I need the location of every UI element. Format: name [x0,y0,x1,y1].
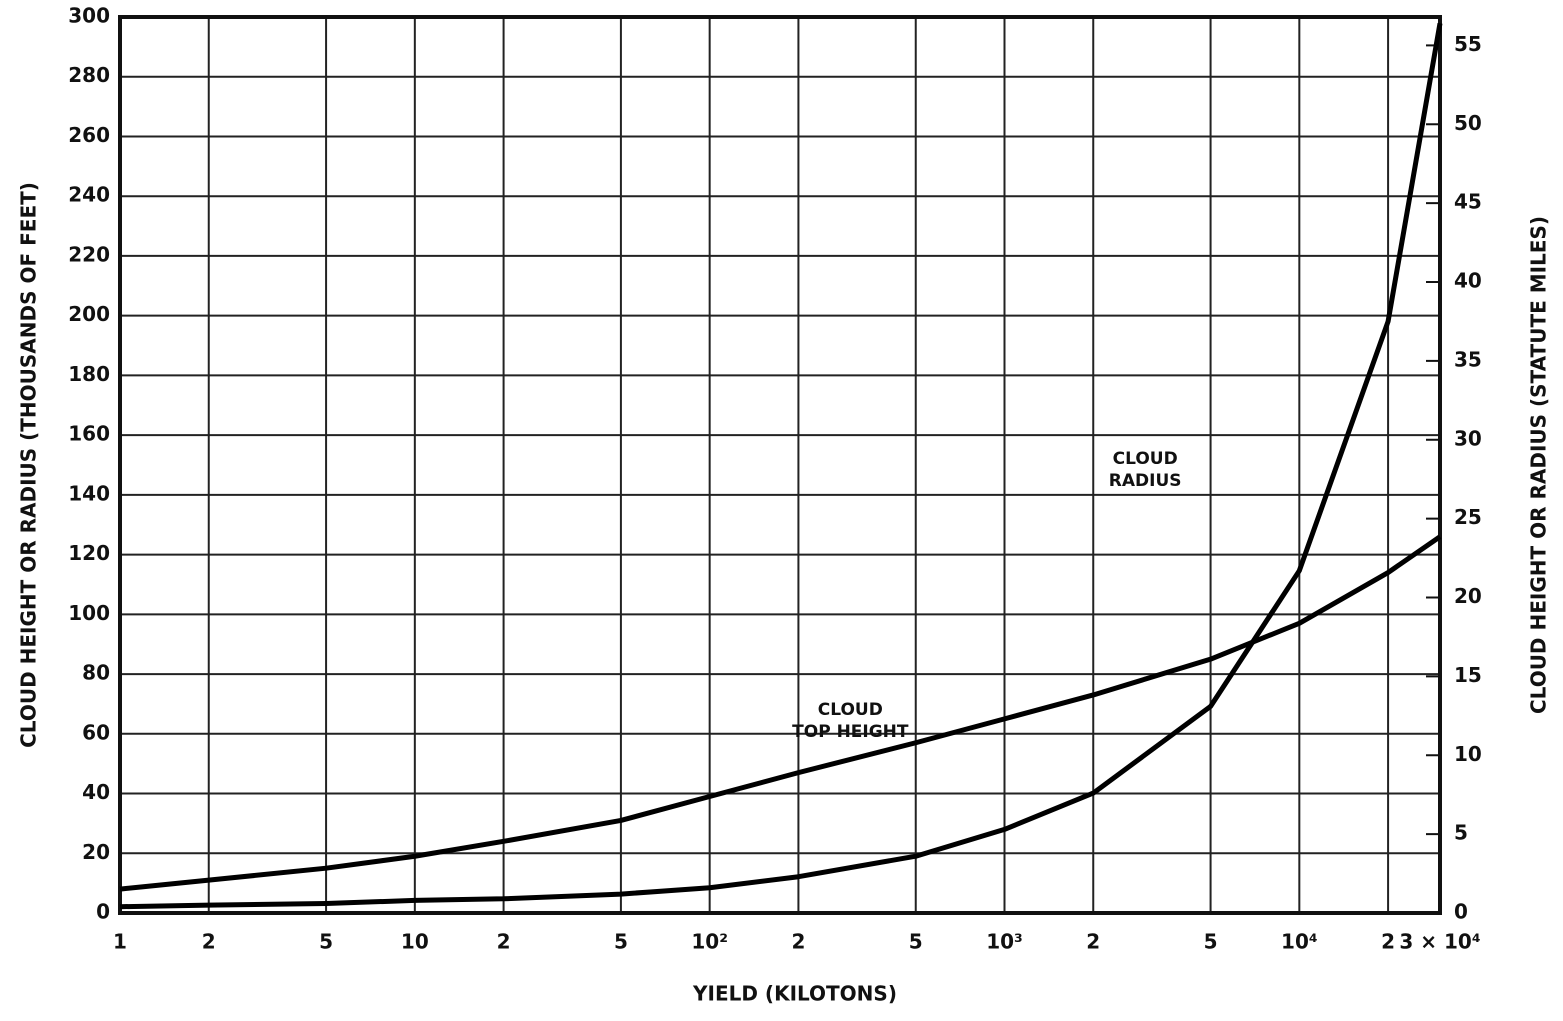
annotation: CLOUD [1113,449,1178,469]
x-tick-label: 10² [691,930,728,954]
y2-tick-label: 55 [1454,32,1482,56]
y-tick-label: 280 [68,63,110,87]
x-tick-label: 3 × 10⁴ [1399,930,1480,954]
y2-tick-label: 30 [1454,426,1482,450]
y2-tick-label: 20 [1454,584,1482,608]
series-line [119,22,1443,910]
y2-tick-label: 25 [1454,505,1482,529]
y-tick-label: 80 [82,661,110,685]
y-tick-label: 160 [68,422,110,446]
y2-tick-label: 0 [1454,900,1468,924]
x-tick-label: 5 [614,930,628,954]
y-tick-label: 120 [68,541,110,565]
y2-tick-label: 50 [1454,111,1482,135]
y2-tick-label: 10 [1454,742,1482,766]
y-tick-label: 60 [82,720,110,744]
y2-tick-label: 45 [1454,190,1482,214]
x-axis-title: YIELD (KILOTONS) [692,982,897,1006]
y-tick-label: 180 [68,362,110,386]
x-tick-label: 2 [202,930,216,954]
y-tick-label: 240 [68,183,110,207]
y2-axis-title: CLOUD HEIGHT OR RADIUS (STATUTE MILES) [1527,216,1551,714]
y-tick-label: 100 [68,601,110,625]
y-axis-title: CLOUD HEIGHT OR RADIUS (THOUSANDS OF FEE… [17,182,41,748]
series-line [119,534,1442,892]
annotation: TOP HEIGHT [792,722,909,742]
x-tick-label: 5 [909,930,923,954]
x-tick-label: 1 [113,930,127,954]
x-tick-label: 10³ [986,930,1023,954]
y2-tick-label: 40 [1454,269,1482,293]
annotation: RADIUS [1109,471,1182,491]
y-tick-label: 260 [68,123,110,147]
x-tick-label: 2 [1381,930,1395,954]
annotation: CLOUD [818,700,883,720]
y-tick-label: 200 [68,302,110,326]
y2-tick-label: 15 [1454,663,1482,687]
x-tick-label: 5 [1204,930,1218,954]
plot-frame [118,15,1442,915]
y-tick-label: 140 [68,481,110,505]
y-tick-label: 0 [96,900,110,924]
x-tick-label: 2 [791,930,805,954]
y2-tick-label: 35 [1454,347,1482,371]
x-tick-label: 10⁴ [1281,930,1318,954]
y-tick-label: 20 [82,840,110,864]
x-tick-label: 2 [497,930,511,954]
x-tick-label: 10 [401,930,429,954]
y-tick-label: 220 [68,242,110,266]
y-tick-label: 300 [68,4,110,28]
y2-tick-label: 5 [1454,821,1468,845]
x-tick-label: 5 [319,930,333,954]
y-tick-label: 40 [82,780,110,804]
x-tick-label: 2 [1086,930,1100,954]
